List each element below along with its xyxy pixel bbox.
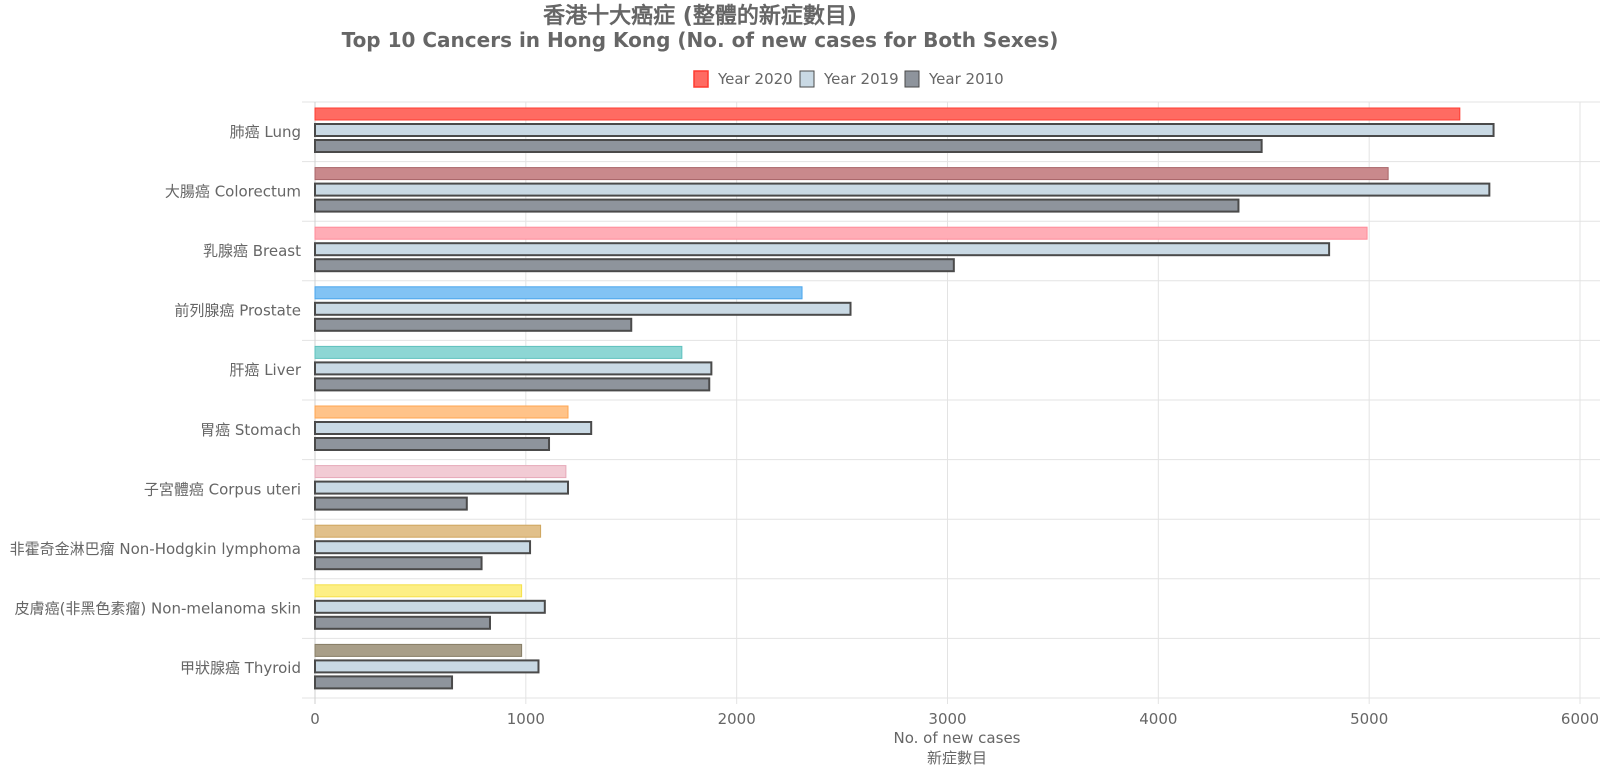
legend[interactable]: Year 2020 Year 2019 Year 2010 (693, 70, 1004, 88)
x-tick-label: 2000 (718, 710, 756, 728)
category-label: 子宮體癌 Corpus uteri (144, 480, 301, 498)
bar (314, 405, 569, 419)
gridlines (302, 101, 1600, 704)
category-label: 大腸癌 Colorectum (165, 182, 301, 200)
legend-swatch[interactable] (693, 70, 709, 88)
bar (314, 226, 1368, 240)
bar (314, 182, 1491, 197)
bar (314, 556, 483, 571)
chart-subtitle: Top 10 Cancers in Hong Kong (No. of new … (341, 28, 1059, 52)
bar (314, 377, 711, 392)
bar (314, 258, 955, 273)
bar (314, 524, 542, 538)
legend-label[interactable]: Year 2019 (823, 70, 899, 88)
bar (314, 421, 593, 435)
category-label: 前列腺癌 Prostate (174, 302, 301, 320)
category-label: 肺癌 Lung (230, 123, 301, 141)
x-tick-label: 1000 (507, 710, 545, 728)
x-tick-label: 3000 (928, 710, 966, 728)
bar (314, 361, 713, 376)
bar (314, 496, 468, 511)
x-tick-label: 6000 (1561, 710, 1599, 728)
bar (314, 540, 532, 555)
bar (314, 345, 683, 359)
bar (314, 301, 852, 316)
bar (314, 599, 546, 614)
x-tick-label: 4000 (1139, 710, 1177, 728)
legend-swatch[interactable] (904, 70, 920, 88)
bar (314, 465, 567, 479)
bar (314, 139, 1263, 153)
category-label: 乳腺癌 Breast (203, 242, 301, 260)
bar (314, 317, 633, 332)
bar (314, 659, 540, 674)
category-label: 肝癌 Liver (229, 361, 301, 379)
bar (314, 107, 1461, 121)
x-axis-ticks: 0 1000 2000 3000 4000 5000 6000 (310, 710, 1599, 728)
bar (314, 123, 1495, 137)
bar (314, 480, 569, 495)
legend-swatch[interactable] (799, 70, 815, 88)
category-label: 皮膚癌(非黑色素瘤) Non-melanoma skin (15, 600, 301, 618)
bar (314, 198, 1240, 213)
x-tick-label: 0 (310, 710, 320, 728)
bars (314, 107, 1495, 690)
chart-title: 香港十大癌症 (整體的新症數目) (543, 4, 857, 29)
x-tick-label: 5000 (1350, 710, 1388, 728)
category-labels: 肺癌 Lung 大腸癌 Colorectum 乳腺癌 Breast 前列腺癌 Pros… (10, 123, 302, 677)
bar (314, 643, 523, 657)
bar (314, 167, 1389, 181)
x-axis-title-zh: 新症數目 (927, 749, 987, 767)
legend-label[interactable]: Year 2010 (928, 70, 1004, 88)
category-label: 甲狀腺癌 Thyroid (180, 659, 301, 677)
x-axis-title: No. of new cases (894, 729, 1021, 747)
bar (314, 437, 551, 451)
category-label: 非霍奇金淋巴瘤 Non-Hodgkin lymphoma (10, 540, 301, 558)
category-label: 胃癌 Stomach (200, 421, 301, 439)
bar (314, 675, 454, 690)
bar (314, 615, 491, 630)
bar (314, 584, 523, 598)
bar (314, 286, 803, 300)
legend-label[interactable]: Year 2020 (717, 70, 793, 88)
bar (314, 242, 1331, 257)
